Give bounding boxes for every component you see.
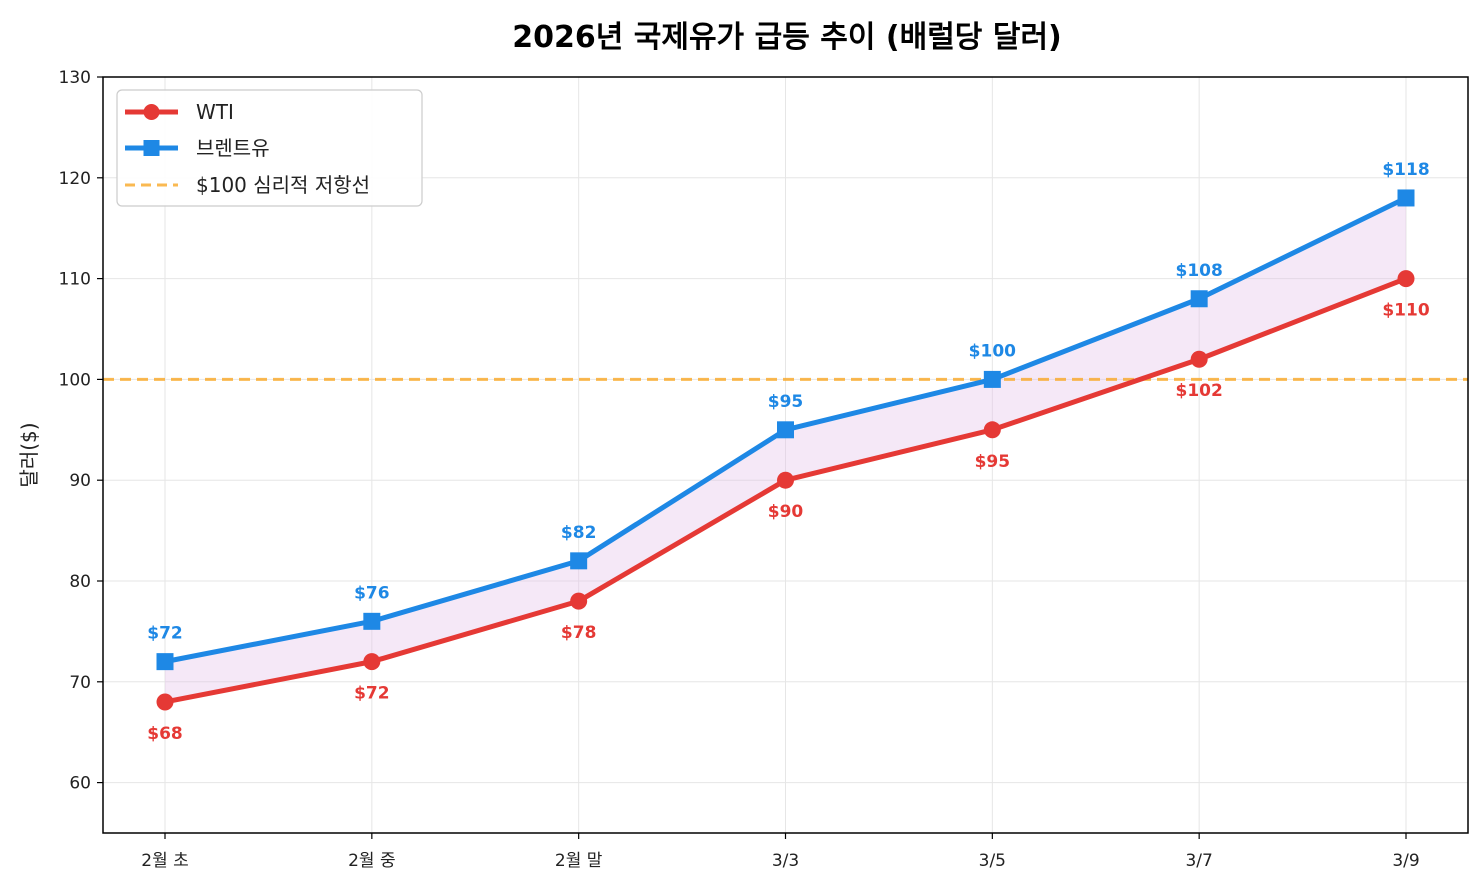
wti-point — [983, 421, 1001, 439]
axes: 60 70 80 90 100 110 120 130 2월 초 2월 중 2월 말 3/3 3/5 3/… — [59, 68, 1420, 871]
wti-data-label: $110 — [1382, 301, 1429, 321]
y-axis-label: 달러($) — [17, 422, 41, 487]
brent-data-label: $100 — [969, 341, 1016, 361]
x-tick-label: 2월 초 — [141, 851, 189, 871]
legend-label-wti: WTI — [196, 100, 234, 124]
brent-point — [570, 552, 588, 570]
x-tick-label: 2월 중 — [348, 851, 396, 871]
legend-marker-brent — [143, 140, 160, 156]
wti-point — [570, 592, 588, 610]
y-tick-label: 70 — [69, 673, 91, 693]
series-group — [156, 189, 1415, 711]
brent-point — [363, 612, 381, 630]
brent-data-label: $76 — [354, 583, 390, 603]
y-tick-label: 60 — [69, 774, 91, 794]
y-tick-label: 120 — [59, 169, 91, 189]
wti-point — [1397, 270, 1415, 288]
chart-title: 2026년 국제유가 급등 추이 (배럴당 달러) — [512, 20, 1062, 55]
brent-point — [983, 370, 1001, 388]
brent-point — [1190, 290, 1208, 308]
y-tick-label: 110 — [59, 270, 91, 290]
brent-data-label: $72 — [147, 624, 183, 644]
legend-marker-wti — [143, 104, 160, 120]
brent-point — [156, 653, 174, 671]
wti-data-label: $102 — [1176, 381, 1223, 401]
fill-between-area — [165, 197, 1406, 702]
brent-data-label: $82 — [561, 523, 597, 543]
brent-data-label: $108 — [1176, 261, 1223, 281]
wti-point — [1190, 350, 1208, 368]
y-tick-label: 80 — [69, 572, 91, 592]
brent-point — [1397, 189, 1415, 207]
legend-box — [116, 89, 423, 207]
wti-data-label: $72 — [354, 684, 390, 704]
wti-point — [777, 471, 794, 489]
y-tick-label: 90 — [69, 471, 91, 491]
x-tick-label: 3/5 — [979, 851, 1006, 871]
y-tick-label: 130 — [59, 68, 91, 88]
wti-point — [363, 653, 381, 671]
legend: WTI 브렌트유 $100 심리적 저항선 — [116, 89, 423, 207]
wti-data-label: $90 — [768, 502, 804, 522]
wti-data-label: $68 — [147, 724, 183, 744]
wti-point — [156, 693, 174, 711]
wti-data-label: $95 — [975, 452, 1011, 472]
x-tick-label: 3/7 — [1185, 851, 1212, 871]
spread-fill-area — [165, 197, 1406, 702]
brent-data-label: $118 — [1382, 160, 1429, 180]
legend-label-reference: $100 심리적 저항선 — [196, 173, 370, 197]
x-tick-label: 2월 말 — [555, 851, 603, 871]
wti-data-label: $78 — [561, 623, 597, 643]
brent-point — [777, 421, 794, 439]
brent-data-label: $95 — [768, 392, 804, 412]
y-tick-label: 100 — [59, 370, 91, 390]
x-tick-label: 3/3 — [772, 851, 799, 871]
data-labels: $68 $72 $78 $90 $95 $102 $110 $72 $76 $82 $95 $100 $… — [147, 160, 1430, 744]
x-tick-label: 3/9 — [1392, 851, 1419, 871]
legend-label-brent: 브렌트유 — [196, 136, 270, 160]
